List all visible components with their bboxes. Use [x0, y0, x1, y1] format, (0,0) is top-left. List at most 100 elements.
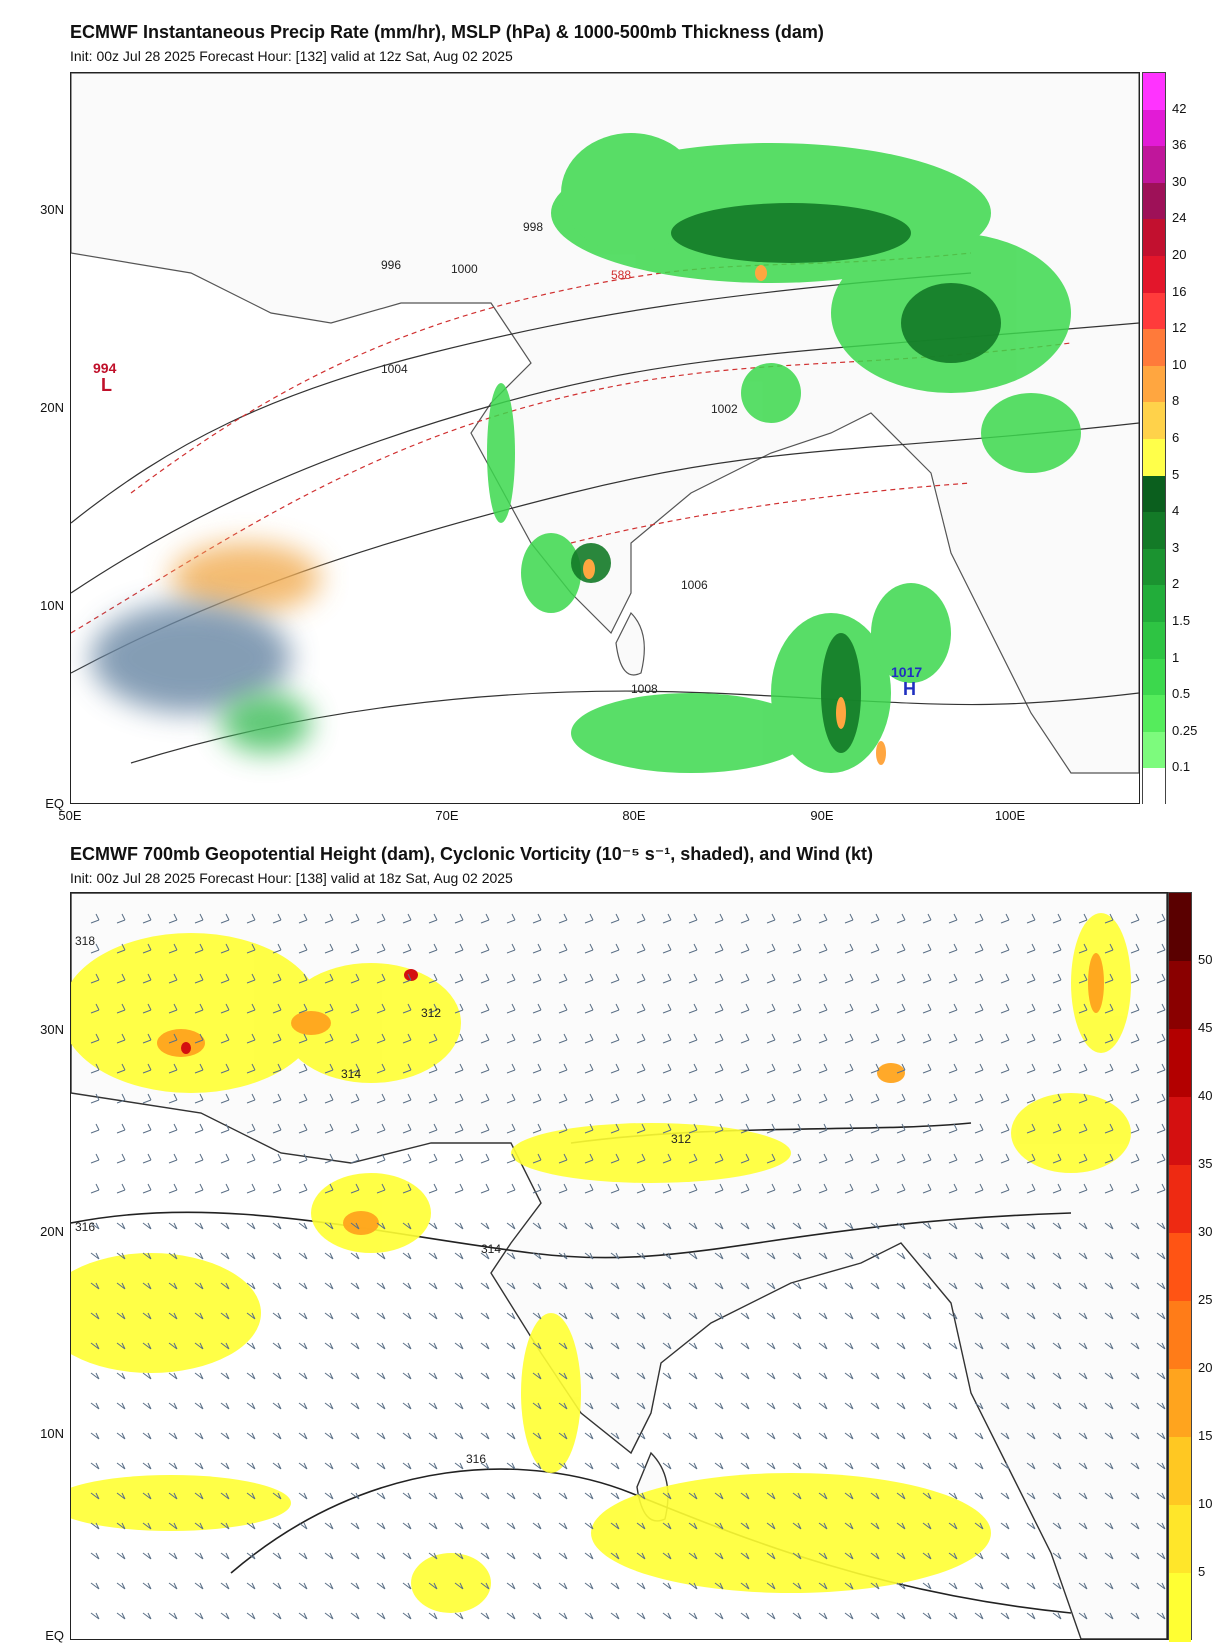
wind-barb — [454, 1432, 464, 1440]
wind-barb — [142, 1492, 152, 1500]
wind-barb — [142, 1552, 152, 1560]
wind-barb — [480, 1093, 490, 1104]
wind-barb — [688, 1093, 698, 1104]
wind-barb — [1000, 1252, 1010, 1260]
wind-barb — [298, 1153, 308, 1164]
wind-barb — [818, 1063, 828, 1074]
wind-barb — [870, 1003, 880, 1014]
wind-barb — [428, 943, 438, 954]
wind-barb — [246, 1063, 256, 1074]
wind-barb — [844, 943, 854, 954]
wind-barb — [714, 1222, 724, 1230]
wind-barb — [740, 1372, 750, 1380]
wind-barb — [1026, 1552, 1036, 1560]
wind-barb — [376, 1093, 386, 1104]
wind-barb — [402, 1033, 412, 1044]
colorbar-segment — [1143, 402, 1165, 440]
wind-barb — [610, 1282, 620, 1290]
wind-barb — [168, 1093, 178, 1104]
wind-barb — [766, 1372, 776, 1380]
wind-barb — [844, 1183, 854, 1194]
wind-barb — [636, 1153, 646, 1164]
wind-barb — [896, 1123, 906, 1134]
wind-barb — [1156, 973, 1166, 984]
wind-barb — [532, 1312, 542, 1320]
wind-barb — [402, 1432, 412, 1440]
wind-barb — [402, 1183, 412, 1194]
wind-barb — [688, 1402, 698, 1410]
wind-barb — [272, 1492, 282, 1500]
wind-barb — [870, 1522, 880, 1530]
wind-barb — [376, 1003, 386, 1014]
wind-barb — [480, 1222, 490, 1230]
wind-barb — [558, 1552, 568, 1560]
wind-barb — [428, 973, 438, 984]
colorbar-tick-label: 3 — [1172, 539, 1180, 555]
wind-barb — [1052, 1492, 1062, 1500]
wind-barb — [90, 1552, 100, 1560]
wind-barb — [1130, 1522, 1140, 1530]
wind-barb — [1000, 1372, 1010, 1380]
wind-barb — [766, 913, 776, 924]
wind-barb — [766, 1552, 776, 1560]
wind-barb — [818, 1252, 828, 1260]
wind-barb — [636, 1252, 646, 1260]
wind-barb — [402, 1222, 412, 1230]
wind-barb — [428, 1003, 438, 1014]
wind-barb — [844, 1552, 854, 1560]
wind-barb — [1104, 943, 1114, 954]
wind-barb — [246, 1123, 256, 1134]
wind-barb — [1052, 1312, 1062, 1320]
wind-barb — [714, 1492, 724, 1500]
wind-barb — [428, 1033, 438, 1044]
wind-barb — [1026, 1312, 1036, 1320]
wind-barb — [350, 1093, 360, 1104]
wind-barb — [818, 1402, 828, 1410]
colorbar-segment — [1143, 768, 1165, 806]
wind-barb — [974, 1003, 984, 1014]
wind-barb — [844, 1252, 854, 1260]
wind-barb — [376, 1123, 386, 1134]
wind-barb — [376, 1252, 386, 1260]
wind-barb — [350, 1612, 360, 1620]
wind-barb — [740, 913, 750, 924]
precip-colorbar — [1142, 72, 1166, 806]
wind-barb — [168, 1282, 178, 1290]
isobar-label: 1002 — [711, 402, 738, 416]
wind-barb — [350, 1153, 360, 1164]
wind-barb — [688, 943, 698, 954]
wind-barb — [246, 1462, 256, 1470]
wind-barb — [1156, 1123, 1166, 1134]
wind-barb — [558, 1222, 568, 1230]
wind-barb — [1130, 1153, 1140, 1164]
wind-barb — [922, 1432, 932, 1440]
wind-barb — [142, 1153, 152, 1164]
wind-barb — [506, 1552, 516, 1560]
colorbar-segment — [1169, 893, 1191, 962]
wind-barb — [610, 1312, 620, 1320]
wind-barb — [1000, 973, 1010, 984]
wind-barb — [818, 1432, 828, 1440]
wind-barb — [558, 973, 568, 984]
wind-barb — [740, 1183, 750, 1194]
wind-barb — [298, 1612, 308, 1620]
colorbar-tick-label: 20 — [1172, 247, 1187, 262]
wind-barb — [272, 1003, 282, 1014]
wind-barb — [610, 1123, 620, 1134]
wind-barb — [272, 913, 282, 924]
wind-barb — [1104, 1063, 1114, 1074]
wind-barb — [714, 1582, 724, 1590]
wind-barb — [532, 1123, 542, 1134]
wind-barb — [766, 1123, 776, 1134]
wind-barb — [1156, 1282, 1166, 1290]
wind-barb — [142, 1282, 152, 1290]
wind-barb — [1156, 1153, 1166, 1164]
wind-barb — [532, 1282, 542, 1290]
wind-barb — [922, 1003, 932, 1014]
wind-barb — [714, 1372, 724, 1380]
wind-barb — [324, 1153, 334, 1164]
colorbar-tick-label: 0.1 — [1172, 759, 1191, 775]
wind-barb — [532, 1342, 542, 1350]
wind-barb — [844, 1063, 854, 1074]
wind-barb — [1000, 943, 1010, 954]
